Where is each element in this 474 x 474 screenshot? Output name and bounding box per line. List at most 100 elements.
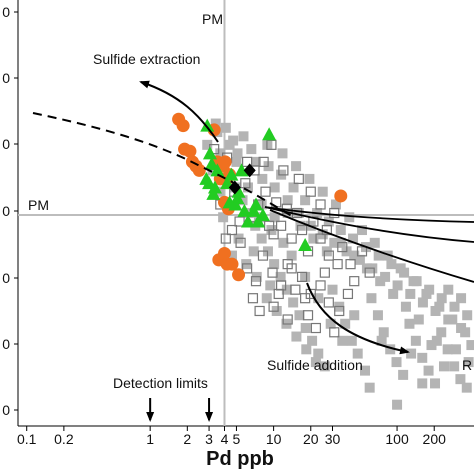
grey-square-point (319, 361, 330, 372)
grey-square-point (291, 331, 302, 342)
grey-square-point (360, 365, 371, 376)
x-tick-label: 5 (233, 431, 241, 447)
open-square-point (337, 241, 348, 253)
grey-square-point (257, 173, 268, 184)
open-square-point (240, 178, 251, 189)
grey-square-point (261, 293, 272, 304)
grey-square-point (301, 344, 312, 355)
orange-circle-point (176, 119, 190, 133)
green-triangle-point (207, 180, 222, 194)
grey-square-point (294, 310, 305, 321)
orange-circle-point (183, 144, 197, 158)
grey-square-point (291, 161, 302, 172)
grey-square-point (366, 293, 377, 304)
open-square-point (267, 267, 278, 278)
addition-curve-1 (264, 206, 474, 223)
grey-square-point (330, 199, 341, 210)
pm-x-label: PM (202, 11, 223, 27)
right-cut-label: R (462, 357, 472, 373)
grey-square-point (269, 259, 280, 270)
open-square-point (260, 186, 271, 197)
orange-circle-point (192, 163, 206, 177)
grey-square-point (349, 250, 360, 261)
grey-square-point (376, 335, 387, 346)
open-square-point (234, 216, 245, 227)
orange-circle-point (225, 257, 239, 271)
open-square-point (323, 297, 334, 308)
grey-square-point (226, 250, 237, 261)
grey-square-point (220, 122, 231, 133)
x-tick-label: 100 (385, 431, 409, 447)
grey-square-point (436, 327, 447, 338)
open-square-point (334, 305, 345, 317)
x-tick-label: 30 (325, 431, 341, 447)
axes-frame (17, 0, 474, 427)
grey-square-point (462, 310, 473, 321)
grey-square-point (369, 237, 380, 248)
green-triangle-point (262, 127, 277, 141)
grey-square-point (317, 186, 328, 197)
open-square-point (319, 267, 330, 278)
grey-square-point (308, 233, 319, 244)
y-tick-label: 0 (2, 270, 10, 286)
grey-square-point (430, 378, 441, 389)
grey-square-point (413, 314, 424, 325)
open-square-point (254, 305, 265, 317)
y-tick-label: 0 (2, 70, 10, 86)
green-triangle-point (202, 146, 217, 160)
grey-square-point (405, 288, 416, 299)
green-triangle-point (231, 184, 246, 198)
grey-square-point (250, 156, 261, 167)
grey-square-point (310, 357, 321, 368)
open-square-point (332, 259, 343, 270)
grey-square-point (461, 382, 472, 393)
grey-square-point (282, 195, 293, 206)
grey-square-point (455, 374, 466, 385)
grey-square-point (202, 139, 213, 150)
grey-square-point (248, 246, 259, 257)
orange-circle-point (217, 246, 231, 260)
grey-square-point (281, 284, 292, 295)
open-square-point (305, 186, 316, 197)
grey-square-point (378, 327, 389, 338)
grey-square-point (392, 280, 403, 291)
grey-square-point (404, 318, 415, 329)
extraction-dashed-curve (32, 112, 296, 219)
grey-square-point (327, 284, 338, 295)
grey-square-point (442, 344, 453, 355)
grey-square-point (456, 293, 467, 304)
grey-square-point (421, 288, 432, 299)
sulfide-extraction-arrow (139, 80, 219, 143)
grey-square-point (417, 297, 428, 308)
grey-square-point (385, 344, 396, 355)
grey-square-point (348, 233, 359, 244)
grey-square-point (238, 131, 249, 142)
grey-square-point (256, 199, 267, 210)
grey-square-point (300, 195, 311, 206)
pm-y-label: PM (28, 197, 49, 213)
x-tick-labels: 0.1 0.2 1 2 3 4 5 10 20 30 100 200 (17, 426, 446, 447)
grey-square-point (265, 280, 276, 291)
grey-square-point (391, 357, 402, 368)
grey-square-point (408, 276, 419, 287)
open-square-point (300, 293, 311, 304)
grey-square-point (417, 378, 428, 389)
green-triangle-point (210, 163, 225, 177)
grey-square-point (275, 271, 286, 282)
open-square-point (242, 156, 253, 167)
grey-square-point (304, 173, 315, 184)
x-tick-label: 20 (303, 431, 319, 447)
green-triangle-point (255, 208, 270, 222)
x-tick-label: 200 (423, 431, 447, 447)
open-square-point (315, 280, 326, 291)
grey-square-point (352, 348, 363, 359)
grey-square-point (364, 382, 375, 393)
green-triangle-point (224, 167, 239, 181)
grey-square-point (354, 254, 365, 265)
addition-curve-3 (269, 209, 474, 283)
grey-square-point (329, 237, 340, 248)
grey-square-point (215, 148, 226, 159)
open-square-point (345, 259, 356, 270)
open-square-point (356, 246, 368, 257)
grey-square-point (392, 399, 403, 410)
